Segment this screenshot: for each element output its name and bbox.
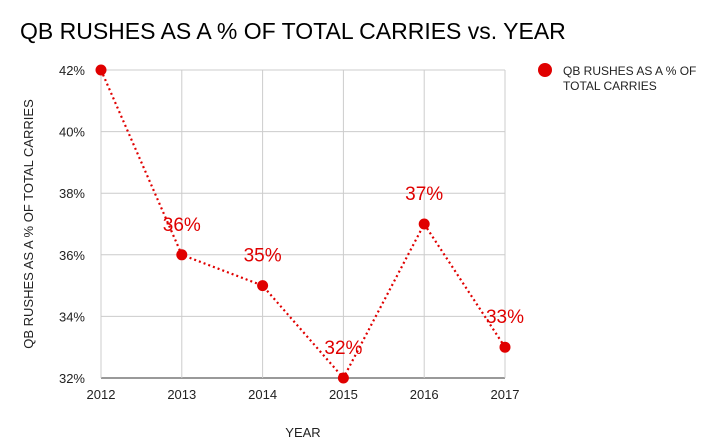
y-axis-ticks: 32% 34% 36% 38% 40% 42%	[59, 63, 85, 386]
series-layer: 36% 35% 32% 37% 33%	[95, 64, 524, 384]
series-line	[99, 69, 506, 380]
x-tick-label: 2016	[410, 387, 439, 402]
x-tick-label: 2012	[87, 387, 116, 402]
x-tick-label: 2013	[167, 387, 196, 402]
y-axis-title: QB RUSHES AS A % OF TOTAL CARRIES	[21, 99, 36, 349]
legend-label-line: QB RUSHES AS A % OF	[563, 64, 696, 78]
y-tick-label: 38%	[59, 186, 85, 201]
legend-label-line: TOTAL CARRIES	[563, 79, 657, 93]
x-tick-label: 2017	[491, 387, 520, 402]
legend-marker	[538, 63, 552, 77]
y-tick-label: 36%	[59, 248, 85, 263]
data-label: 37%	[405, 184, 443, 205]
data-point	[337, 372, 349, 384]
x-axis-ticks: 2012 2013 2014 2015 2016 2017	[87, 387, 520, 402]
x-tick-label: 2015	[329, 387, 358, 402]
x-tick-label: 2014	[248, 387, 277, 402]
x-axis-title: YEAR	[285, 425, 320, 440]
data-label: 36%	[163, 215, 201, 236]
chart-title: QB RUSHES AS A % OF TOTAL CARRIES vs. YE…	[20, 18, 566, 44]
y-tick-label: 40%	[59, 125, 85, 140]
data-label: 35%	[244, 246, 282, 267]
data-point	[257, 280, 269, 292]
y-tick-label: 42%	[59, 63, 85, 78]
data-point	[176, 249, 188, 261]
y-tick-label: 32%	[59, 371, 85, 386]
legend: QB RUSHES AS A % OF TOTAL CARRIES	[538, 63, 696, 93]
data-label: 32%	[324, 338, 362, 359]
data-point	[418, 218, 430, 230]
grid	[100, 69, 506, 379]
y-tick-label: 34%	[59, 309, 85, 324]
data-point	[499, 341, 511, 353]
data-label: 33%	[486, 307, 524, 328]
data-point	[95, 64, 107, 76]
